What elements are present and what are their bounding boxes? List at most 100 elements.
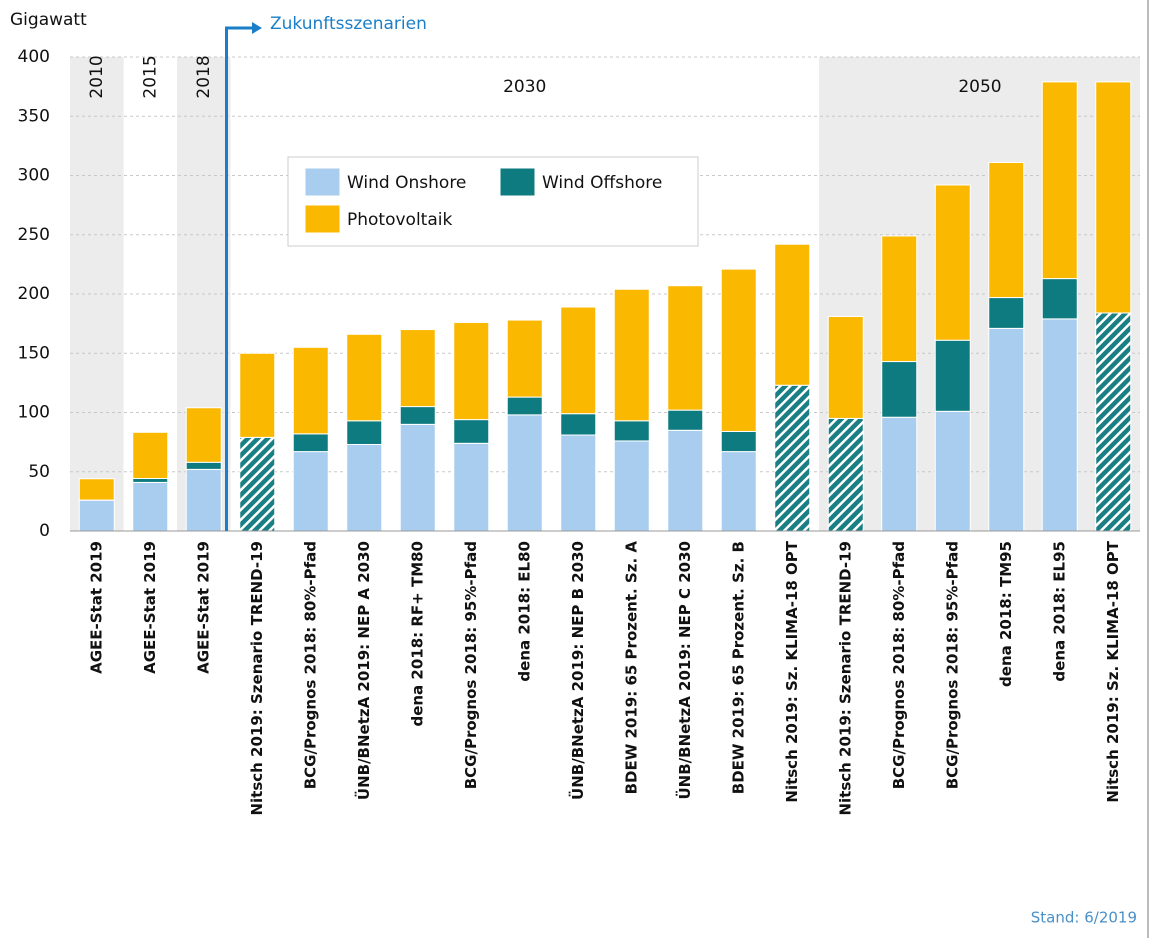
x-tick-label: Nitsch 2019: Sz. KLIMA-18 OPT (1104, 540, 1122, 802)
x-tick-label: dena 2018: EL80 (515, 541, 533, 682)
x-tick-label: AGEE-Stat 2019 (194, 541, 212, 674)
bar-segment (613, 288, 650, 422)
arrow-head (252, 22, 262, 34)
bar-segment (560, 413, 597, 436)
bar-segment (827, 316, 864, 419)
x-tick-label: ÜNB/BNetzA 2019: NEP C 2030 (675, 541, 694, 800)
y-tick-label: 350 (18, 106, 50, 126)
y-tick-label: 250 (18, 225, 50, 245)
bar-segment (720, 268, 757, 432)
y-tick-label: 400 (18, 47, 50, 67)
x-tick-label: Nitsch 2019: Sz. KLIMA-18 OPT (783, 540, 801, 802)
bar-segment (988, 297, 1025, 329)
bar-segment (667, 429, 704, 532)
y-tick-label: 100 (18, 403, 50, 423)
bar-segment (239, 436, 276, 532)
legend-swatch (304, 204, 341, 234)
legend-label: Photovoltaik (347, 210, 452, 230)
x-tick-label: BDEW 2019: 65 Prozent. Sz. A (622, 541, 640, 795)
bar-segment (132, 481, 169, 532)
bar-segment (239, 352, 276, 438)
bar-segment (292, 346, 329, 435)
y-tick-label: 200 (18, 284, 50, 304)
x-tick-label: BCG/Prognos 2018: 80%-Pfad (301, 541, 319, 789)
bar-segment (988, 161, 1025, 299)
bar-segment (881, 235, 918, 363)
bar-segment (399, 406, 436, 425)
period-label: 2015 (140, 55, 160, 98)
source: Stand: 6/2019 (1031, 909, 1137, 927)
legend-swatch (304, 167, 341, 197)
y-tick-label: 150 (18, 343, 50, 363)
bar-segment (934, 339, 971, 412)
x-tick-label: BDEW 2019: 65 Prozent. Sz. B (729, 541, 747, 794)
bars (78, 81, 1132, 532)
bar-segment (613, 440, 650, 532)
bar-segment (827, 417, 864, 532)
bar-segment (934, 184, 971, 341)
bar-segment (934, 410, 971, 532)
x-tick-label: AGEE-Stat 2019 (87, 541, 105, 674)
bar-segment (506, 319, 543, 398)
bar-segment (453, 419, 490, 444)
bar-segment (78, 478, 115, 501)
bar-segment (132, 431, 169, 480)
bar-segment (453, 321, 490, 421)
bar-segment (292, 451, 329, 532)
legend-label: Wind Offshore (542, 173, 662, 193)
bar-segment (292, 433, 329, 453)
bar-segment (560, 306, 597, 415)
x-tick-label: ÜNB/BNetzA 2019: NEP A 2030 (354, 541, 373, 800)
bar-segment (346, 443, 383, 532)
legend-box (287, 156, 699, 247)
period-label: 2030 (503, 77, 546, 97)
bar-segment (185, 468, 222, 532)
bar-segment (720, 430, 757, 453)
x-tick-label: Nitsch 2019: Szenario TREND-19 (248, 541, 266, 816)
bar-segment (185, 407, 222, 463)
bar-segment (346, 420, 383, 445)
bar-segment (881, 361, 918, 418)
bar-segment (346, 333, 383, 422)
bar-segment (1041, 318, 1078, 532)
x-tick-label: dena 2018: EL95 (1050, 541, 1068, 682)
legend-label: Wind Onshore (347, 173, 466, 193)
bar-segment (78, 499, 115, 532)
x-tick-label: AGEE-Stat 2019 (141, 541, 159, 674)
bar-segment (453, 442, 490, 532)
bar-segment (1095, 312, 1132, 532)
y-axis-title: Gigawatt (10, 10, 87, 30)
bar-segment (132, 478, 169, 483)
period-label: 2018 (194, 55, 214, 98)
x-tick-label: BCG/Prognos 2018: 95%-Pfad (462, 541, 480, 789)
bar-segment (720, 451, 757, 532)
bar-segment (506, 396, 543, 416)
x-tick-label: BCG/Prognos 2018: 80%-Pfad (890, 541, 908, 789)
bar-segment (1041, 81, 1078, 280)
y-tick-label: 0 (39, 521, 50, 541)
bar-segment (185, 461, 222, 470)
annotation: Zukunftsszenarien (270, 14, 427, 34)
bar-segment (1041, 278, 1078, 320)
bar-segment (667, 409, 704, 431)
bar-segment (774, 384, 811, 532)
x-tick-label: Nitsch 2019: Szenario TREND-19 (836, 541, 854, 816)
x-tick-label: dena 2018: TM95 (997, 541, 1015, 687)
bar-segment (399, 329, 436, 408)
y-tick-label: 50 (28, 462, 50, 482)
bar-segment (399, 423, 436, 532)
y-tick-label: 300 (18, 166, 50, 186)
bar-segment (1095, 81, 1132, 314)
bar-segment (613, 420, 650, 442)
x-tick-label: BCG/Prognos 2018: 95%-Pfad (943, 541, 961, 789)
bar-segment (988, 327, 1025, 532)
bar-segment (881, 416, 918, 532)
x-tick-label: dena 2018: RF+ TM80 (408, 541, 426, 727)
period-label: 2050 (958, 77, 1001, 97)
bar-segment (506, 414, 543, 532)
bar-segment (774, 243, 811, 386)
x-tick-label: ÜNB/BNetzA 2019: NEP B 2030 (568, 541, 587, 800)
bar-segment (560, 434, 597, 532)
legend-swatch (499, 167, 536, 197)
